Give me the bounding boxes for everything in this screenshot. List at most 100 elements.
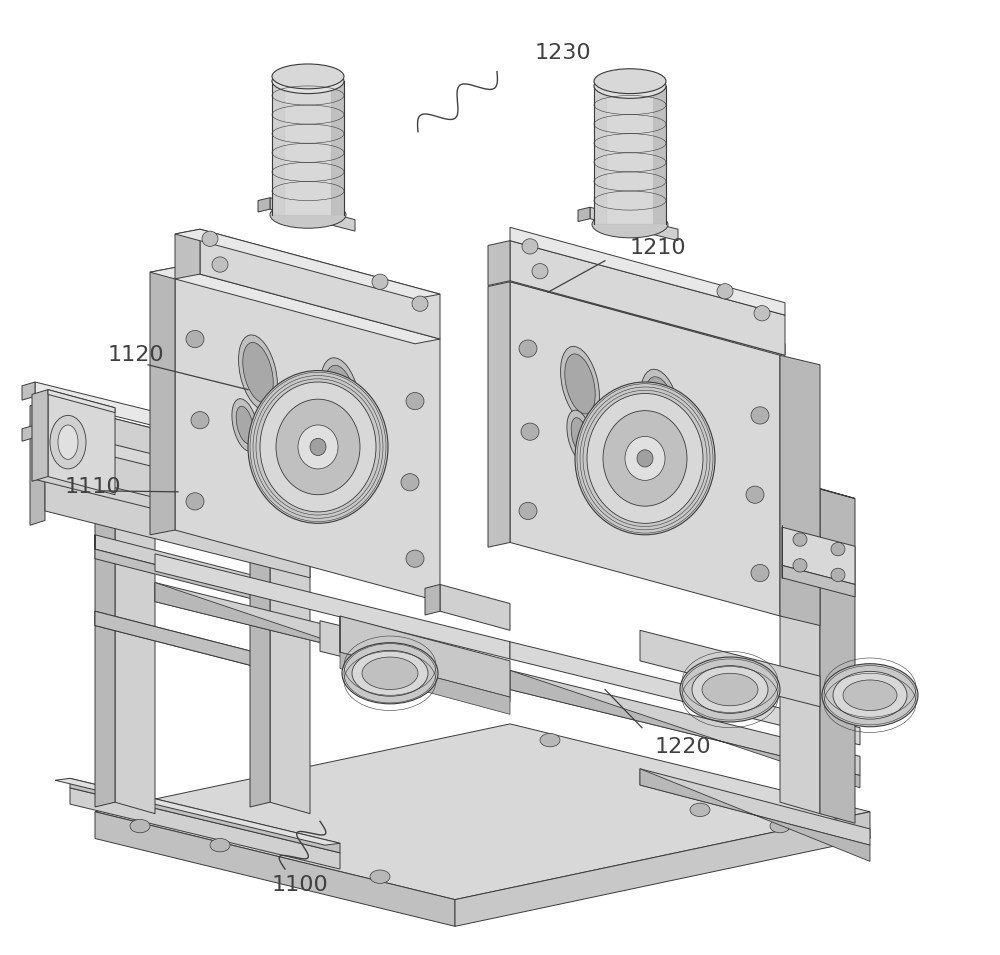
Polygon shape — [48, 390, 115, 495]
Ellipse shape — [232, 398, 258, 452]
Polygon shape — [22, 425, 35, 441]
Ellipse shape — [519, 340, 537, 357]
Ellipse shape — [561, 347, 599, 421]
Ellipse shape — [401, 474, 419, 491]
Ellipse shape — [587, 393, 703, 523]
Polygon shape — [95, 468, 155, 484]
Ellipse shape — [843, 680, 897, 711]
Ellipse shape — [793, 533, 807, 546]
Ellipse shape — [751, 564, 769, 582]
Ellipse shape — [325, 366, 355, 421]
Ellipse shape — [702, 673, 758, 706]
Ellipse shape — [770, 819, 790, 833]
Ellipse shape — [680, 657, 780, 722]
Text: 1110: 1110 — [65, 478, 122, 497]
Polygon shape — [510, 670, 860, 788]
Polygon shape — [340, 616, 510, 697]
Polygon shape — [594, 86, 666, 224]
Polygon shape — [425, 584, 440, 615]
Polygon shape — [782, 565, 855, 597]
Ellipse shape — [746, 486, 764, 503]
Polygon shape — [272, 81, 344, 215]
Polygon shape — [590, 207, 678, 241]
Ellipse shape — [260, 382, 376, 512]
Polygon shape — [95, 468, 115, 807]
Polygon shape — [510, 642, 860, 745]
Polygon shape — [640, 769, 870, 845]
Ellipse shape — [575, 382, 715, 535]
Ellipse shape — [310, 438, 326, 456]
Polygon shape — [578, 207, 590, 222]
Ellipse shape — [412, 296, 428, 311]
Ellipse shape — [212, 257, 228, 272]
Ellipse shape — [270, 202, 346, 228]
Ellipse shape — [592, 211, 668, 238]
Ellipse shape — [362, 657, 418, 690]
Ellipse shape — [372, 274, 388, 289]
Ellipse shape — [647, 432, 673, 485]
Polygon shape — [510, 227, 785, 315]
Ellipse shape — [50, 415, 86, 469]
Ellipse shape — [793, 559, 807, 572]
Ellipse shape — [641, 370, 679, 440]
Text: 1100: 1100 — [272, 876, 329, 895]
Ellipse shape — [692, 666, 768, 713]
Ellipse shape — [406, 550, 424, 567]
Polygon shape — [95, 812, 455, 926]
Ellipse shape — [406, 393, 424, 410]
Ellipse shape — [690, 803, 710, 817]
Ellipse shape — [58, 425, 78, 459]
Ellipse shape — [519, 502, 537, 520]
Polygon shape — [95, 611, 300, 678]
Polygon shape — [45, 401, 310, 482]
Ellipse shape — [645, 377, 675, 433]
Ellipse shape — [521, 423, 539, 440]
Polygon shape — [320, 621, 470, 688]
Text: 1220: 1220 — [655, 737, 712, 756]
Polygon shape — [780, 355, 820, 626]
Ellipse shape — [210, 838, 230, 852]
Polygon shape — [150, 267, 440, 344]
Ellipse shape — [321, 358, 359, 429]
Ellipse shape — [637, 450, 653, 467]
Polygon shape — [70, 788, 340, 869]
Polygon shape — [250, 468, 310, 484]
Ellipse shape — [186, 330, 204, 348]
Ellipse shape — [603, 411, 687, 506]
Polygon shape — [510, 269, 785, 355]
Ellipse shape — [594, 69, 666, 94]
Polygon shape — [250, 468, 270, 807]
Polygon shape — [150, 267, 175, 535]
Polygon shape — [780, 478, 820, 814]
Polygon shape — [175, 229, 440, 299]
Polygon shape — [155, 554, 510, 659]
Polygon shape — [340, 616, 510, 714]
Polygon shape — [510, 670, 860, 775]
Ellipse shape — [651, 439, 669, 478]
Ellipse shape — [831, 568, 845, 582]
Polygon shape — [820, 489, 855, 823]
Polygon shape — [653, 86, 666, 224]
Ellipse shape — [594, 74, 666, 98]
Text: 1120: 1120 — [108, 346, 165, 365]
Ellipse shape — [532, 264, 548, 279]
Ellipse shape — [540, 733, 560, 747]
Polygon shape — [440, 584, 510, 630]
Ellipse shape — [243, 343, 273, 402]
Polygon shape — [115, 468, 155, 814]
Ellipse shape — [239, 335, 277, 410]
Polygon shape — [155, 583, 510, 702]
Polygon shape — [270, 198, 355, 231]
Ellipse shape — [567, 410, 593, 463]
Polygon shape — [640, 630, 820, 707]
Polygon shape — [780, 478, 855, 499]
Ellipse shape — [186, 493, 204, 510]
Polygon shape — [95, 535, 300, 611]
Ellipse shape — [833, 671, 907, 719]
Polygon shape — [35, 425, 305, 504]
Polygon shape — [510, 282, 780, 616]
Polygon shape — [200, 229, 440, 339]
Text: 1210: 1210 — [630, 239, 687, 258]
Polygon shape — [32, 390, 48, 481]
Ellipse shape — [130, 819, 150, 833]
